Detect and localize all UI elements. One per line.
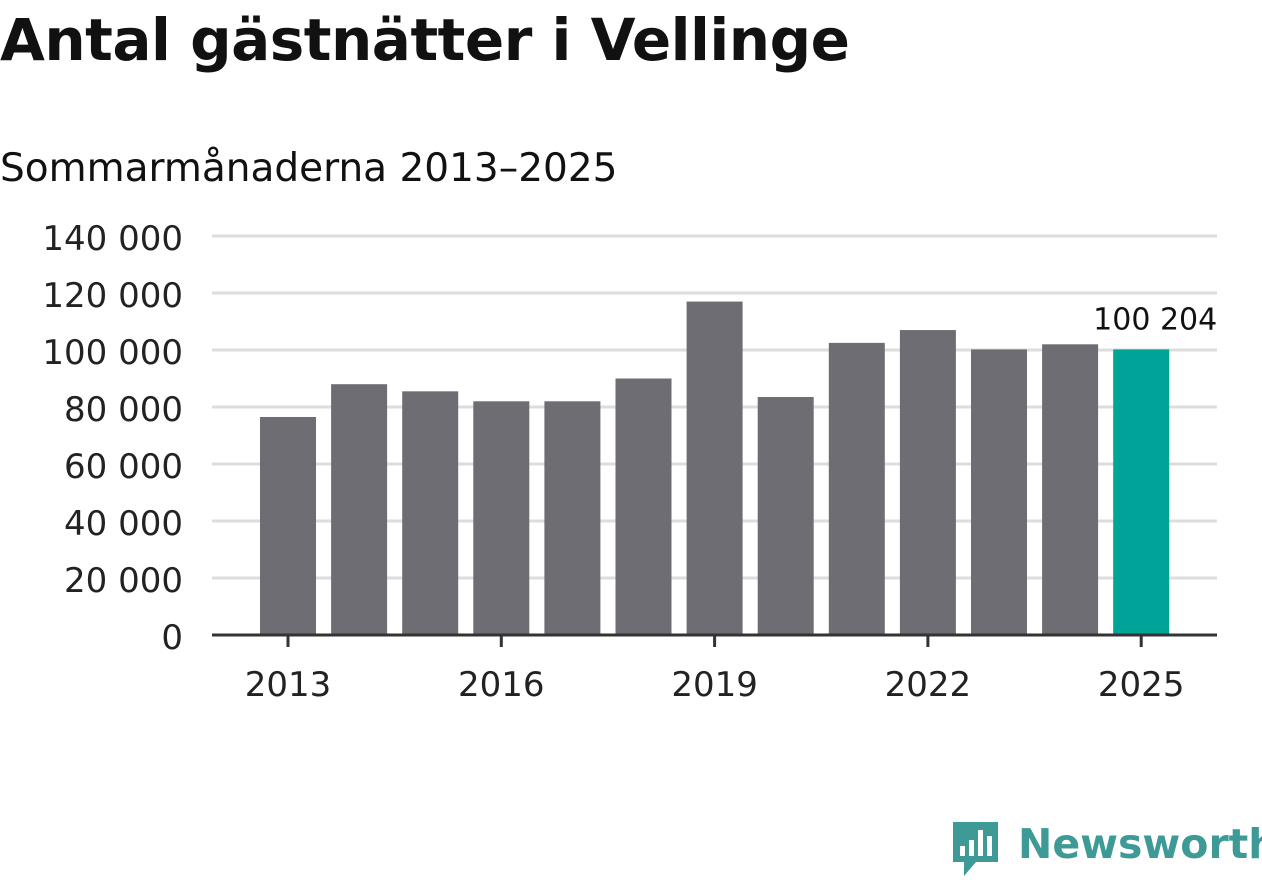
y-tick-label: 140 000 xyxy=(42,219,183,259)
highlighted-bar xyxy=(1113,349,1170,635)
bar xyxy=(402,391,459,635)
y-tick-label: 60 000 xyxy=(64,447,183,487)
x-tick-label: 2016 xyxy=(458,665,545,705)
y-tick-label: 100 000 xyxy=(42,333,183,373)
y-tick-label: 80 000 xyxy=(64,390,183,430)
data-label: 100 204 xyxy=(1093,302,1217,337)
x-tick-label: 2019 xyxy=(671,665,758,705)
x-tick-label: 2013 xyxy=(245,665,332,705)
y-tick-label: 0 xyxy=(161,618,183,658)
bar xyxy=(971,349,1027,635)
bar xyxy=(828,342,885,635)
bar xyxy=(899,330,956,635)
x-tick-label: 2025 xyxy=(1098,665,1185,705)
bar xyxy=(331,384,388,635)
bar xyxy=(260,416,316,635)
chart-title: Antal gästnätter i Vellinge xyxy=(0,6,850,74)
y-tick-label: 20 000 xyxy=(64,561,183,601)
x-tick-label: 2022 xyxy=(885,665,972,705)
bar xyxy=(1042,344,1099,635)
chart-subtitle: Sommarmånaderna 2013–2025 xyxy=(0,146,618,191)
bar xyxy=(615,378,672,635)
bar-chart-badge-icon xyxy=(953,822,998,876)
y-tick-label: 120 000 xyxy=(42,276,183,316)
bar xyxy=(544,401,601,635)
bar xyxy=(473,401,530,635)
y-tick-label: 40 000 xyxy=(64,504,183,544)
newsworthy-logo: Newsworthy xyxy=(950,818,1262,880)
brand-name: Newsworthy xyxy=(1018,820,1262,868)
bar xyxy=(686,301,743,635)
bar xyxy=(757,397,814,635)
